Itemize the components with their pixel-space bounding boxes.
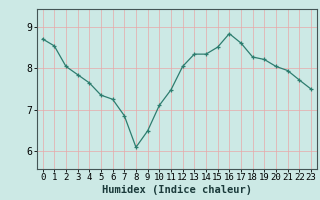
X-axis label: Humidex (Indice chaleur): Humidex (Indice chaleur) bbox=[102, 185, 252, 195]
